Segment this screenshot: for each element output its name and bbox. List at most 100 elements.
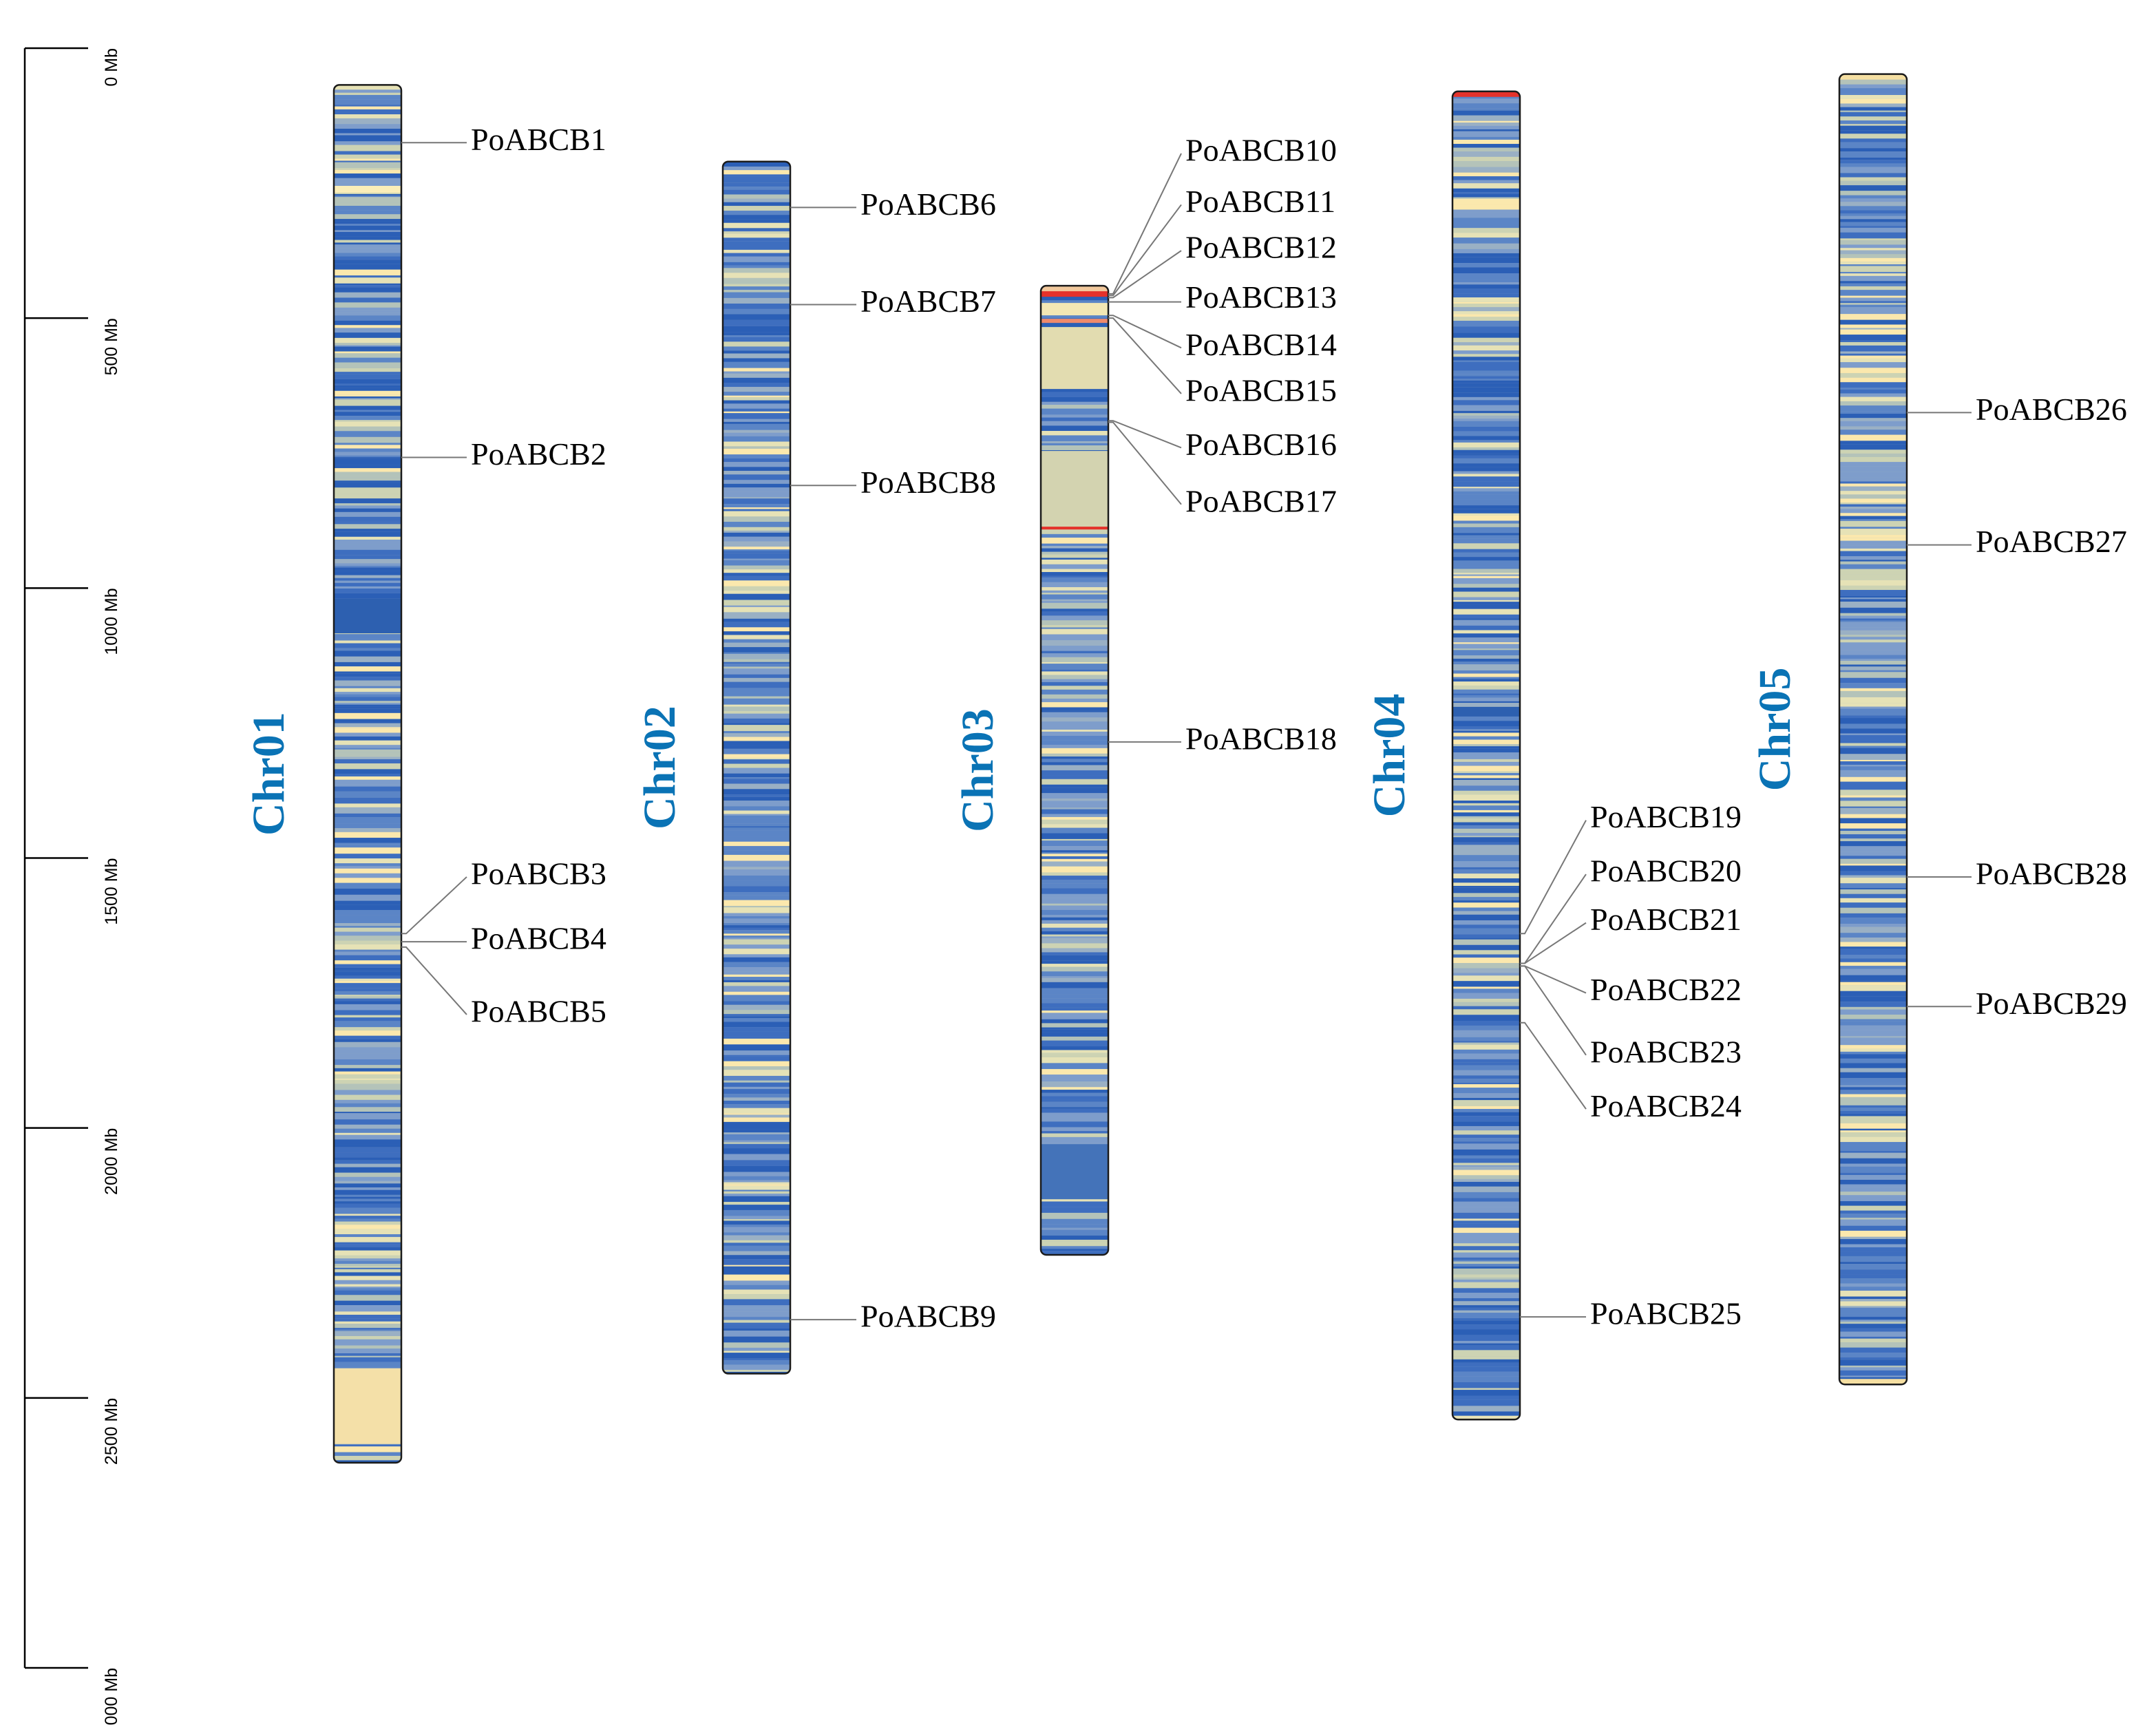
density-band (1839, 1051, 1907, 1055)
density-band (723, 1001, 790, 1005)
density-band (1452, 1382, 1520, 1388)
density-band (1839, 1287, 1907, 1291)
density-band (1452, 370, 1520, 374)
density-band (723, 1294, 790, 1300)
density-band (723, 1132, 790, 1134)
density-band (1839, 871, 1907, 876)
density-band (334, 145, 401, 151)
density-band (723, 265, 790, 268)
density-band (723, 1202, 790, 1205)
density-band (1452, 1376, 1520, 1382)
density-band (1041, 1201, 1108, 1207)
density-band (723, 211, 790, 215)
density-band (1839, 790, 1907, 796)
gene-poabcb15: PoABCB15 (1108, 317, 1337, 408)
density-band (334, 240, 401, 243)
density-band (1041, 1131, 1108, 1134)
density-band (723, 246, 790, 250)
density-band (723, 977, 790, 980)
density-band (1041, 840, 1108, 847)
density-band (1452, 1178, 1520, 1182)
density-band (1041, 765, 1108, 771)
density-band (334, 878, 401, 883)
density-band (334, 1059, 401, 1066)
density-band (1452, 736, 1520, 740)
density-band (1452, 794, 1520, 801)
density-band (334, 332, 401, 338)
density-band (334, 1260, 401, 1264)
density-band (1452, 392, 1520, 397)
density-band (1839, 314, 1907, 320)
density-band (723, 1027, 790, 1032)
density-band (723, 886, 790, 893)
density-band (1452, 805, 1520, 810)
density-band (1041, 1052, 1108, 1057)
density-band (723, 677, 790, 682)
gene-poabcb14: PoABCB14 (1108, 315, 1337, 362)
density-band (1452, 487, 1520, 489)
density-band (1452, 237, 1520, 244)
density-band (1041, 960, 1108, 964)
density-band (1452, 988, 1520, 993)
density-band (1452, 954, 1520, 958)
density-band (1452, 1371, 1520, 1377)
density-band (723, 823, 790, 826)
density-band (1452, 103, 1520, 109)
gene-poabcb21: PoABCB21 (1520, 902, 1742, 964)
density-band (723, 335, 790, 337)
density-band (334, 362, 401, 368)
density-band (1452, 1252, 1520, 1258)
density-band (1839, 125, 1907, 131)
gene-poabcb26: PoABCB26 (1907, 392, 2127, 427)
density-band (1839, 659, 1907, 661)
density-band (1839, 783, 1907, 790)
density-band (1839, 1336, 1907, 1339)
density-band (1452, 243, 1520, 249)
density-band (1839, 1105, 1907, 1108)
density-band (1839, 1317, 1907, 1320)
density-band (334, 854, 401, 859)
density-band (1839, 1219, 1907, 1226)
density-band (1452, 212, 1520, 218)
density-band (1452, 1158, 1520, 1163)
density-band (334, 372, 401, 374)
density-band (1452, 685, 1520, 690)
density-band (723, 474, 790, 480)
density-band (1452, 273, 1520, 279)
density-band (1041, 876, 1108, 880)
density-band (1041, 1116, 1108, 1122)
density-band (723, 1056, 790, 1061)
density-band (334, 786, 401, 792)
density-band (334, 1041, 401, 1048)
density-band (334, 297, 401, 303)
density-band (334, 1225, 401, 1229)
density-band (723, 253, 790, 257)
density-band (1041, 1227, 1108, 1230)
density-band (334, 1237, 401, 1242)
density-band (1839, 622, 1907, 628)
density-band (1452, 693, 1520, 696)
gene-poabcb7: PoABCB7 (790, 284, 996, 319)
density-band (334, 1083, 401, 1090)
density-band (1041, 1121, 1108, 1128)
density-band (334, 287, 401, 293)
density-band (1839, 527, 1907, 529)
density-band (723, 277, 790, 284)
density-band (1839, 1108, 1907, 1111)
density-band (723, 233, 790, 238)
density-band (1041, 1087, 1108, 1090)
density-band (723, 664, 790, 667)
density-band (723, 616, 790, 619)
density-band (1452, 658, 1520, 662)
density-band (1452, 253, 1520, 257)
density-band (334, 385, 401, 388)
density-band (334, 706, 401, 709)
density-band (1839, 1307, 1907, 1314)
density-band (723, 974, 790, 977)
density-band (334, 759, 401, 764)
scale-tick-label: 2000 Mb (102, 1128, 121, 1195)
density-band (334, 310, 401, 313)
density-band (1452, 975, 1520, 982)
density-band (1452, 505, 1520, 509)
density-band (1041, 646, 1108, 651)
